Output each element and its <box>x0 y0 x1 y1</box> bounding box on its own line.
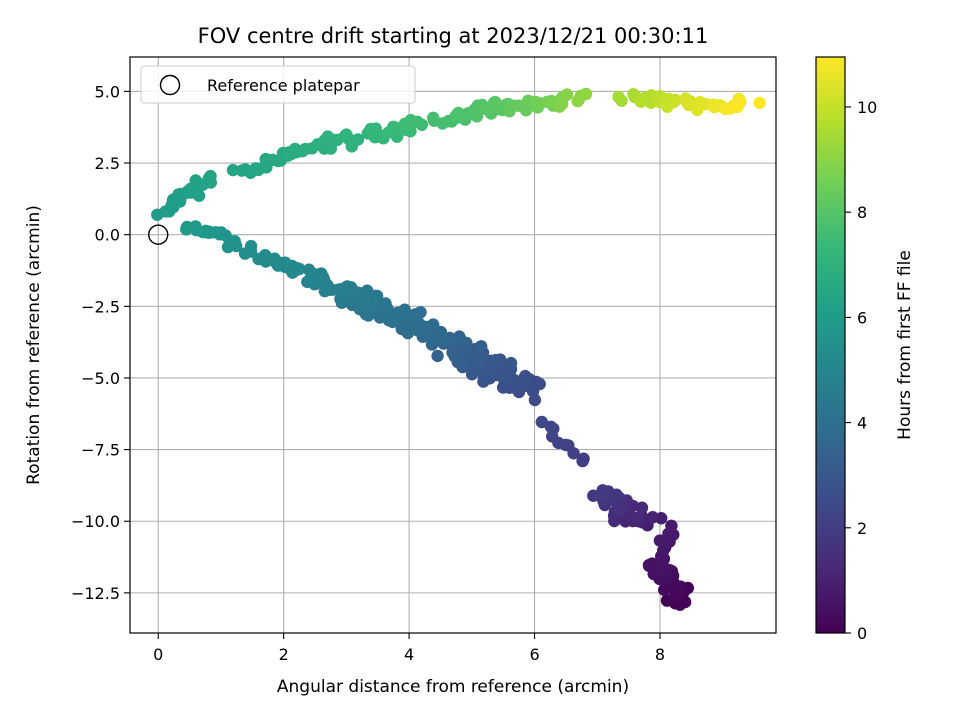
y-tick-label: −10.0 <box>71 512 120 531</box>
data-point <box>646 557 659 570</box>
colorbar: 0 2 4 6 8 10 Hours from first FF file <box>815 56 915 643</box>
data-point <box>487 96 501 110</box>
data-point <box>577 452 590 465</box>
data-point <box>452 106 465 120</box>
data-point <box>555 97 569 111</box>
data-point <box>431 349 444 363</box>
colorbar-tick-label: 0 <box>857 624 867 643</box>
data-point <box>668 95 681 109</box>
data-point <box>411 115 424 128</box>
y-axis: 5.0 2.5 0.0 −2.5 −5.0 −7.5 −10.0 −12.5 <box>71 82 130 603</box>
y-tick-label: −2.5 <box>81 297 120 316</box>
colorbar-tick-label: 8 <box>857 203 867 222</box>
legend-marker-icon <box>159 74 181 96</box>
colorbar-gradient <box>815 56 846 634</box>
x-tick-label: 8 <box>655 645 665 664</box>
colorbar-label: Hours from first FF file <box>895 250 915 440</box>
reference-marker <box>148 224 169 245</box>
data-point <box>753 96 766 110</box>
data-point <box>475 340 488 353</box>
x-tick-label: 4 <box>404 645 414 664</box>
data-point <box>665 519 678 532</box>
data-point <box>244 239 258 253</box>
data-point <box>189 174 202 187</box>
data-point <box>465 368 479 381</box>
y-tick-label: 2.5 <box>95 154 120 173</box>
data-point <box>519 369 532 383</box>
data-point <box>634 95 648 108</box>
data-point <box>269 255 282 268</box>
data-point <box>719 102 732 116</box>
data-point <box>658 583 671 597</box>
data-point <box>427 111 440 125</box>
data-point <box>535 415 548 429</box>
colorbar-tick-label: 2 <box>857 519 867 538</box>
data-point <box>674 580 687 593</box>
data-point <box>635 501 649 514</box>
data-point <box>190 224 203 237</box>
colorbar-tick-label: 6 <box>857 308 867 327</box>
y-axis-label: Rotation from reference (arcmin) <box>24 205 44 485</box>
data-point <box>612 90 625 104</box>
data-point <box>596 487 609 501</box>
data-point <box>180 223 193 236</box>
data-point <box>731 100 744 114</box>
x-tick-label: 6 <box>529 645 539 664</box>
data-point <box>587 489 600 502</box>
legend-box <box>140 65 416 104</box>
data-point <box>614 503 627 516</box>
colorbar-ticks: 0 2 4 6 8 10 <box>845 98 877 643</box>
data-point <box>631 511 644 525</box>
data-point <box>653 534 667 547</box>
x-axis: 0 2 4 6 8 <box>153 633 665 664</box>
colorbar-tick-label: 4 <box>857 414 867 433</box>
x-axis-label: Angular distance from reference (arcmin) <box>277 677 629 697</box>
y-tick-label: −7.5 <box>81 441 120 460</box>
x-tick-label: 2 <box>279 645 289 664</box>
data-point <box>708 100 721 114</box>
data-point <box>259 249 272 262</box>
data-point <box>499 368 512 382</box>
data-point <box>571 94 584 108</box>
data-point <box>362 309 375 322</box>
data-point <box>504 356 518 370</box>
data-point <box>340 128 353 141</box>
y-tick-label: −12.5 <box>71 584 120 603</box>
data-point <box>658 562 671 576</box>
colorbar-tick-label: 10 <box>857 98 877 117</box>
y-tick-label: −5.0 <box>81 369 120 388</box>
data-points <box>151 87 766 611</box>
y-tick-label: 5.0 <box>95 82 120 101</box>
data-point <box>351 133 365 146</box>
data-point <box>503 105 516 118</box>
x-tick-label: 0 <box>153 645 163 664</box>
data-point <box>448 350 461 363</box>
data-point <box>401 309 414 322</box>
legend-label: Reference platepar <box>207 76 360 95</box>
legend: Reference platepar <box>140 65 416 104</box>
data-point <box>302 263 316 276</box>
data-point <box>202 172 216 185</box>
chart-title: FOV centre drift starting at 2023/12/21 … <box>198 24 709 48</box>
data-point <box>369 122 382 135</box>
data-point <box>579 87 593 101</box>
data-point <box>489 353 502 367</box>
data-point <box>501 379 514 392</box>
data-point <box>544 420 558 433</box>
data-point <box>228 235 241 248</box>
data-point <box>358 291 372 304</box>
reference-platepar-marker <box>148 224 169 245</box>
data-point <box>414 306 427 319</box>
data-point <box>646 511 659 524</box>
data-point <box>560 88 574 101</box>
data-point <box>341 280 354 293</box>
data-point <box>226 163 240 177</box>
data-point <box>299 142 312 156</box>
data-point <box>390 307 403 320</box>
y-tick-label: 0.0 <box>95 226 120 245</box>
plot-frame <box>129 56 777 634</box>
data-point <box>288 142 302 156</box>
data-point <box>388 121 401 134</box>
